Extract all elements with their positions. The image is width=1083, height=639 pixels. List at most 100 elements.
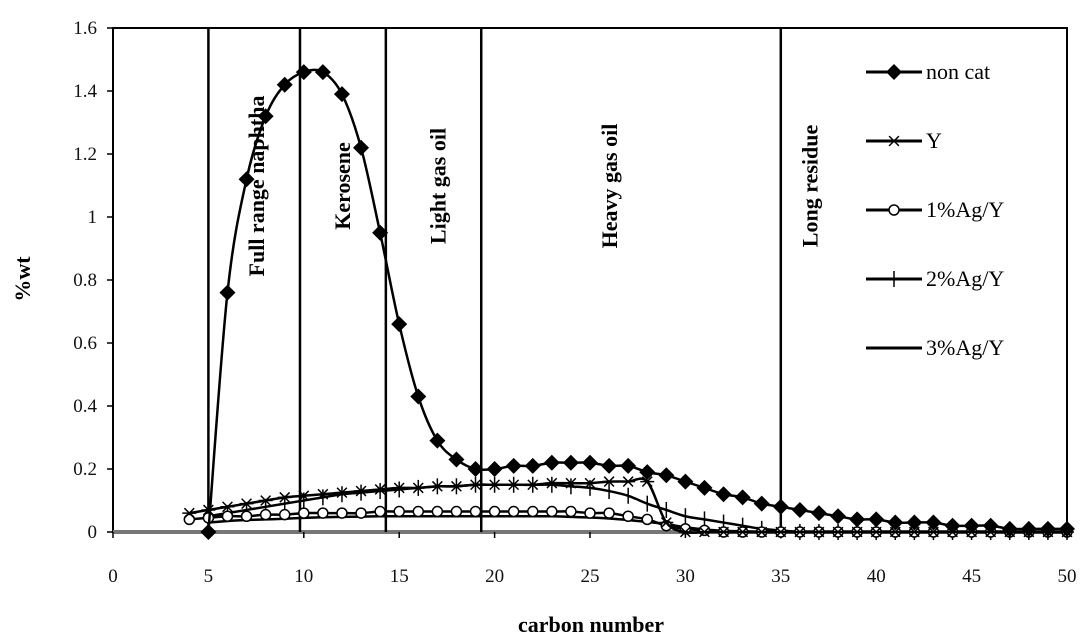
data-point (486, 461, 503, 477)
data-point (431, 505, 444, 518)
data-point (886, 64, 902, 80)
data-point (449, 480, 464, 492)
data-point (183, 513, 196, 526)
series-non-cat (200, 64, 1075, 540)
data-point (525, 479, 540, 491)
data-point (296, 490, 311, 502)
y-tick-label: 0 (88, 522, 98, 543)
data-point (393, 505, 405, 518)
legend-item: 3%Ag/Y (866, 335, 1004, 360)
data-point (430, 480, 445, 492)
data-point (334, 487, 349, 499)
data-point (907, 526, 922, 538)
data-point (315, 488, 330, 500)
data-point (830, 508, 847, 525)
data-point (488, 505, 501, 518)
data-point (354, 485, 369, 497)
data-point (1039, 520, 1056, 537)
data-point (391, 316, 408, 333)
data-point (448, 451, 465, 468)
x-tick-label: 10 (294, 566, 313, 587)
data-point (772, 498, 789, 515)
data-point (698, 524, 711, 537)
region-label: Heavy gas oil (597, 124, 622, 249)
data-point (314, 64, 331, 81)
legend-label: 3%Ag/Y (926, 335, 1004, 360)
legend-label: Y (926, 128, 942, 153)
data-point (888, 526, 903, 538)
data-point (565, 505, 577, 518)
data-point (278, 508, 291, 521)
data-point (944, 517, 961, 534)
data-point (582, 454, 598, 471)
data-point (507, 505, 520, 518)
data-point (622, 510, 634, 522)
legend-label: 2%Ag/Y (926, 266, 1004, 291)
data-point (697, 526, 712, 538)
data-point (869, 526, 884, 538)
x-tick-label: 5 (204, 566, 214, 587)
data-point (640, 476, 655, 488)
data-point (810, 505, 827, 522)
data-point (524, 457, 541, 474)
data-point (734, 489, 751, 506)
x-tick-label: 15 (390, 566, 409, 587)
data-point (621, 476, 636, 488)
data-point (1020, 520, 1037, 537)
region-label: Long residue (797, 125, 822, 248)
data-point (238, 171, 255, 188)
x-axis: 0 5 10 15 20 25 30 35 40 45 50 (108, 532, 1077, 587)
data-point (505, 457, 522, 474)
x-tick-label: 30 (676, 566, 695, 587)
data-point (658, 467, 675, 484)
data-point (601, 457, 618, 474)
data-point (753, 495, 770, 512)
data-point (659, 517, 674, 528)
region-labels: Full range naphtha Kerosene Light gas oil H… (244, 96, 822, 277)
x-tick-label: 20 (485, 566, 504, 587)
data-point (716, 526, 731, 538)
x-tick-label: 50 (1058, 566, 1077, 587)
data-point (641, 513, 653, 526)
legend-item: Y (866, 128, 942, 153)
data-point (411, 482, 426, 494)
region-label: Kerosene (330, 142, 355, 230)
y-tick-label: 0.2 (73, 459, 97, 480)
series-layer (182, 64, 1075, 540)
data-point (1001, 520, 1018, 537)
data-point (259, 508, 272, 521)
data-point (791, 501, 808, 518)
y-tick-label: 1.4 (73, 81, 97, 102)
data-point (469, 505, 482, 518)
data-point (584, 507, 596, 519)
data-point (257, 108, 274, 125)
data-point (563, 477, 578, 489)
data-point (506, 479, 521, 491)
legend-item: 1%Ag/Y (866, 197, 1004, 222)
data-point (543, 454, 560, 471)
data-point (811, 526, 826, 538)
data-point (450, 505, 463, 518)
data-point (562, 454, 579, 471)
y-tick-label: 1.2 (73, 144, 97, 165)
data-point (849, 511, 866, 528)
data-point (467, 461, 484, 477)
data-point (410, 388, 427, 405)
data-point (715, 486, 732, 503)
data-point (298, 507, 310, 519)
data-point (201, 504, 216, 516)
data-point (374, 505, 386, 518)
data-point (219, 284, 236, 301)
series-y (182, 476, 1074, 538)
y-tick-label: 0.6 (73, 333, 97, 354)
data-point (468, 479, 483, 491)
data-point (412, 505, 425, 518)
data-point (602, 476, 617, 488)
data-point (887, 135, 901, 147)
x-axis-title: carbon number (518, 612, 664, 637)
data-point (372, 224, 389, 241)
legend-label: 1%Ag/Y (926, 197, 1004, 222)
data-point (868, 511, 885, 528)
data-point (258, 495, 273, 506)
data-point (888, 204, 900, 216)
